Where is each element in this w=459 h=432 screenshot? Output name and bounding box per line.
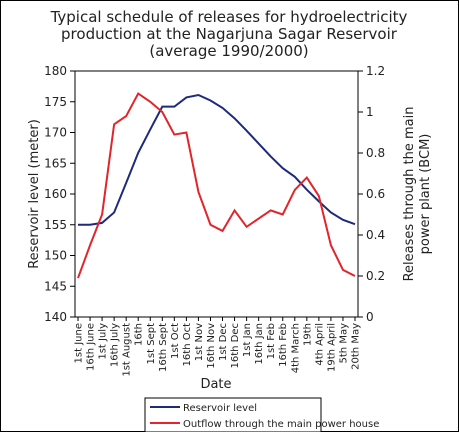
y-tick-label: 180	[44, 64, 67, 78]
y-tick-label: 170	[44, 126, 67, 140]
x-tick-label: 16th June	[86, 323, 97, 371]
y2-axis-label: power plant (BCM)	[418, 134, 433, 255]
y-tick-label: 150	[44, 249, 67, 263]
x-tick-label: 16th Oct	[182, 323, 193, 367]
x-tick-label: 1st Feb	[266, 323, 277, 359]
y2-tick-label: 1	[366, 105, 374, 119]
x-tick-label: 1st Oct	[170, 323, 181, 359]
y2-tick-label: 0	[366, 310, 374, 324]
y-axis-label: Reservoir level (meter)	[27, 119, 42, 269]
y2-tick-label: 0.8	[366, 146, 385, 160]
x-tick-label: 1st June	[74, 323, 85, 363]
x-tick-label: 19th April	[326, 323, 337, 372]
x-tick-label: 5th May	[338, 323, 349, 364]
y2-tick-label: 0.2	[366, 269, 385, 283]
y2-axis-label: Releases through the main	[402, 107, 417, 282]
x-tick-label: 4th March	[290, 323, 301, 373]
x-tick-label: 1st Jan	[242, 323, 253, 357]
x-tick-label: 1st August	[122, 323, 133, 377]
y2-tick-label: 0.6	[366, 187, 385, 201]
x-tick-label: 20th May	[351, 323, 362, 370]
y-tick-label: 145	[44, 279, 67, 293]
y-tick-label: 160	[44, 187, 67, 201]
x-tick-label: 16th Dec	[230, 323, 241, 369]
x-tick-label: 1st Nov	[194, 323, 205, 361]
x-tick-label: 19th	[302, 323, 313, 346]
y-tick-label: 175	[44, 95, 67, 109]
x-tick-label: 1st July	[98, 323, 109, 360]
x-axis-label: Date	[200, 377, 231, 392]
legend-label: Reservoir level	[183, 403, 257, 414]
y-tick-label: 155	[44, 218, 67, 232]
x-tick-label: 16th	[134, 323, 145, 346]
y2-tick-label: 1.2	[366, 64, 385, 78]
x-tick-label: 16th Feb	[278, 323, 289, 367]
y-tick-label: 165	[44, 156, 67, 170]
x-tick-label: 1st Dec	[218, 323, 229, 361]
chart-title: (average 1990/2000)	[149, 42, 308, 60]
x-tick-label: 16th Nov	[206, 323, 217, 369]
series-line	[78, 93, 356, 226]
legend-box	[144, 397, 322, 432]
y-tick-label: 140	[44, 310, 67, 324]
y2-tick-label: 0.4	[366, 228, 385, 242]
chart-title: production at the Nagarjuna Sagar Reserv…	[61, 25, 398, 43]
chart-title: Typical schedule of releases for hydroel…	[50, 8, 408, 26]
x-tick-label: 1st Sept	[146, 323, 157, 365]
legend-label: Outflow through the main power house	[183, 419, 379, 430]
x-tick-label: 16th Jan	[254, 323, 265, 365]
x-tick-label: 4th April	[314, 323, 325, 366]
series-line	[77, 92, 356, 279]
x-tick-label: 16th July	[110, 323, 121, 367]
x-tick-label: 16th Sept	[158, 323, 169, 372]
